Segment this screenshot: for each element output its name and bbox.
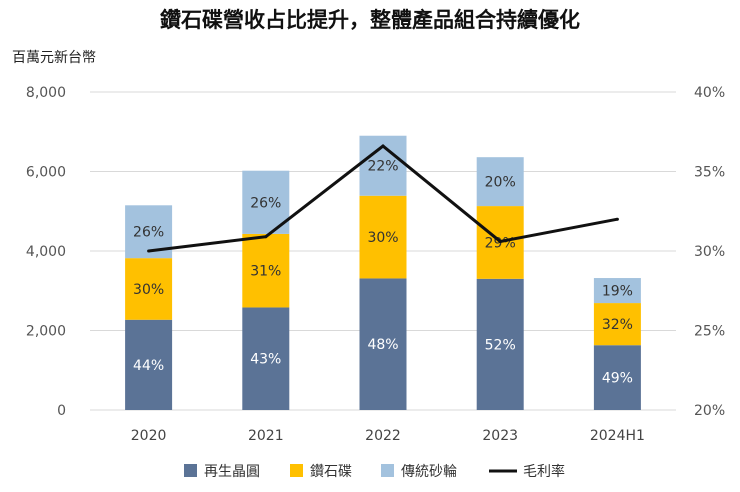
margin-line — [147, 144, 619, 253]
y-right-tick-label: 20% — [694, 403, 725, 419]
chart-title: 鑽石碟營收占比提升，整體產品組合持續優化 — [160, 8, 580, 32]
legend-entry: 毛利率 — [523, 463, 565, 480]
axes: 0 2,000 4,000 6,000 8,000 20% 25% 30% 35% 40% 2020… — [26, 85, 725, 444]
y-left-tick-label: 0 — [57, 403, 66, 419]
bar-data-label: 26% — [133, 225, 164, 241]
bar-data-label: 30% — [133, 282, 164, 298]
bar-segment — [476, 157, 524, 207]
data-labels: 44% 30% 26% 43% 31% 26% 48% 30% 22% 52% 29% 20% 49% 3… — [133, 159, 633, 387]
legend-entry: 鑽石碟 — [310, 464, 352, 480]
bar-data-label: 20% — [485, 175, 516, 191]
x-category-label: 2024H1 — [590, 428, 645, 444]
x-category-label: 2023 — [482, 428, 518, 444]
legend-swatch — [184, 464, 197, 477]
bar-segment — [359, 195, 407, 279]
margin-line-point — [147, 249, 151, 253]
bar-data-label: 22% — [367, 159, 398, 175]
margin-line-point — [264, 235, 268, 239]
y-axis-unit-label: 百萬元新台幣 — [12, 50, 96, 66]
y-right-tick-label: 35% — [694, 165, 725, 181]
bar-segment — [593, 278, 641, 304]
legend-entry: 再生晶圓 — [204, 464, 260, 480]
bar-data-label: 29% — [485, 235, 516, 251]
y-right-tick-label: 25% — [694, 324, 725, 340]
bar-segment — [125, 319, 173, 410]
y-left-tick-label: 4,000 — [26, 244, 66, 260]
bar-data-label: 26% — [250, 195, 281, 211]
bar-data-label: 48% — [367, 337, 398, 353]
bar-segment — [125, 258, 173, 320]
bar-segment — [593, 345, 641, 410]
bars — [125, 135, 641, 410]
x-category-label: 2020 — [131, 428, 167, 444]
bar-segment — [242, 233, 290, 308]
x-category-label: 2022 — [365, 428, 401, 444]
margin-line-point — [615, 217, 619, 221]
bar-segment — [593, 303, 641, 346]
legend-swatch — [381, 464, 394, 477]
legend-swatch — [290, 464, 303, 477]
margin-line-point — [381, 144, 385, 148]
legend: 再生晶圓 鑽石碟 傳統砂輪 毛利率 — [184, 463, 565, 480]
y-right-tick-label: 30% — [694, 244, 725, 260]
margin-line-point — [498, 239, 502, 243]
y-left-tick-label: 2,000 — [26, 324, 66, 340]
bar-data-label: 44% — [133, 358, 164, 374]
bar-data-label: 52% — [485, 337, 516, 353]
bar-segment — [242, 307, 290, 410]
bar-data-label: 19% — [602, 284, 633, 300]
x-category-label: 2021 — [248, 428, 284, 444]
legend-entry: 傳統砂輪 — [401, 463, 457, 480]
bar-data-label: 49% — [602, 371, 633, 387]
y-left-tick-label: 8,000 — [26, 85, 66, 101]
bar-segment — [359, 278, 407, 410]
bar-data-label: 30% — [367, 230, 398, 246]
y-right-tick-label: 40% — [694, 85, 725, 101]
bar-data-label: 43% — [250, 352, 281, 368]
bar-data-label: 32% — [602, 317, 633, 333]
bar-segment — [476, 278, 524, 410]
y-left-tick-label: 6,000 — [26, 165, 66, 181]
bar-data-label: 31% — [250, 264, 281, 280]
